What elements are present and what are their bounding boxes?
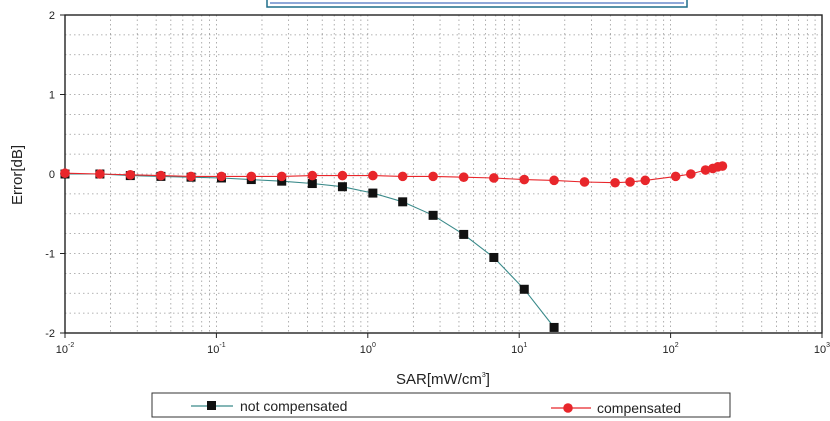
data-point-not-compensated	[428, 210, 438, 220]
data-point-compensated	[60, 168, 70, 179]
y-tick-label: 1	[49, 90, 55, 102]
data-point-not-compensated	[307, 179, 317, 189]
x-tick-label: 102	[663, 342, 679, 356]
legend-marker-compensated	[563, 403, 573, 413]
data-point-not-compensated	[398, 197, 408, 207]
x-axis-title-close: ]	[486, 371, 490, 388]
data-point-compensated	[670, 171, 681, 182]
x-tick-label: 101	[511, 342, 527, 356]
data-point-compensated	[216, 171, 227, 182]
x-axis-title-main: SAR[mW/cm	[396, 371, 482, 388]
data-point-compensated	[686, 169, 696, 179]
data-point-compensated	[337, 170, 348, 181]
data-point-compensated	[519, 174, 530, 185]
data-point-compensated	[125, 169, 136, 180]
series-line-not-compensated	[65, 173, 555, 328]
data-point-not-compensated	[459, 229, 469, 239]
x-axis-title-sup: 3	[482, 372, 486, 379]
x-axis-title: SAR[mW/cm3]	[396, 371, 490, 388]
data-point-compensated	[307, 170, 318, 181]
y-tick-label: -2	[45, 328, 55, 340]
data-point-not-compensated	[337, 182, 347, 192]
data-point-compensated	[610, 177, 620, 188]
grid	[64, 14, 822, 334]
data-point-compensated	[156, 170, 166, 181]
legend-label-not-compensated: not compensated	[240, 398, 347, 414]
y-tick-label: -1	[45, 249, 55, 261]
x-tick-label: 10-1	[207, 342, 226, 356]
x-tick-label: 103	[814, 342, 830, 356]
x-tick-label: 10-2	[56, 342, 75, 356]
data-point-not-compensated	[549, 322, 559, 332]
data-point-compensated	[95, 169, 105, 179]
data-point-not-compensated	[368, 188, 378, 198]
legend-marker-not-compensated	[207, 401, 216, 410]
data-point-not-compensated	[489, 252, 499, 262]
data-point-compensated	[246, 171, 257, 182]
data-point-compensated	[276, 171, 287, 182]
data-point-compensated	[458, 172, 469, 182]
series-layer	[60, 161, 728, 332]
axis-ticks: -2 -1 0 1 2 10-2 10-1 100 101 102 103	[45, 10, 830, 356]
data-point-compensated	[489, 173, 499, 183]
data-point-compensated	[625, 177, 635, 187]
data-point-compensated	[717, 161, 728, 171]
y-axis-title: Error[dB]	[9, 145, 26, 205]
x-tick-label: 100	[360, 342, 376, 356]
y-tick-label: 2	[49, 10, 55, 22]
data-point-not-compensated	[519, 284, 529, 294]
data-point-compensated	[579, 177, 590, 187]
data-point-compensated	[397, 171, 408, 182]
data-point-compensated	[549, 175, 559, 186]
data-point-compensated	[368, 170, 378, 181]
data-point-compensated	[700, 165, 711, 175]
data-point-compensated	[428, 171, 438, 182]
legend-box	[151, 392, 731, 418]
data-point-compensated	[640, 175, 651, 186]
y-tick-label: 0	[49, 169, 55, 181]
legend: not compensated compensated	[151, 392, 731, 418]
legend-label-compensated: compensated	[597, 400, 681, 416]
data-point-compensated	[186, 171, 196, 182]
